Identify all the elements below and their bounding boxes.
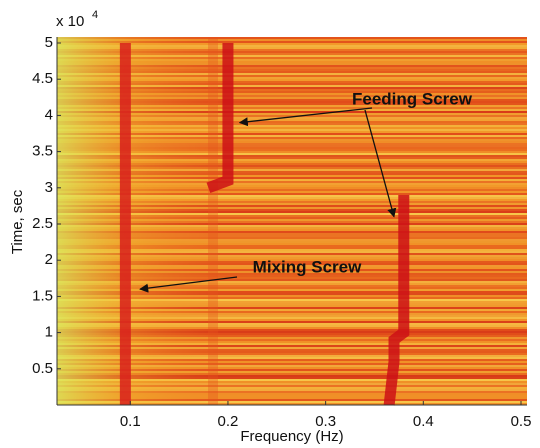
frequency-track xyxy=(206,43,234,193)
y-tick-label: 1 xyxy=(45,324,53,341)
y-tick-label: 2.5 xyxy=(32,215,53,232)
texture-tint xyxy=(57,37,527,405)
spectrogram-texture xyxy=(57,37,527,405)
texture-faint-column xyxy=(208,37,218,405)
x-tick-label: 0.3 xyxy=(315,413,336,430)
y-tick-label: 1.5 xyxy=(32,287,53,304)
y-tick-label: 4 xyxy=(45,106,53,123)
annotation-arrow xyxy=(238,107,373,127)
y-tick-label: 0.5 xyxy=(32,360,53,377)
y-tick-label: 2 xyxy=(45,251,53,268)
plot-marks: 0.1 0.2 0.3 0.4 0.5 0.5 1 1.5 2 2.5 3 3.5 4 4.5 5 Feedi… xyxy=(32,34,531,430)
x-tick-label: 0.2 xyxy=(218,413,239,430)
x-axis-label: Frequency (Hz) xyxy=(240,428,343,445)
y-tick-label: 3 xyxy=(45,179,53,196)
frequency-track xyxy=(383,195,410,406)
annotation-label: Mixing Screw xyxy=(253,257,362,276)
y-tick-label: 5 xyxy=(45,34,53,51)
annotation-label: Feeding Screw xyxy=(352,89,473,108)
x-tick-label: 0.5 xyxy=(511,413,532,430)
annotation-arrow xyxy=(139,276,238,293)
y-tick-label: 3.5 xyxy=(32,143,53,160)
x-tick-label: 0.1 xyxy=(120,413,141,430)
y-tick-label: 4.5 xyxy=(32,70,53,87)
y-multiplier: x 10 xyxy=(56,13,84,30)
y-axis-label: Time, sec xyxy=(9,189,26,254)
y-multiplier-exponent: 4 xyxy=(92,9,98,21)
annotation-arrow xyxy=(364,109,397,218)
x-tick-label: 0.4 xyxy=(413,413,434,430)
